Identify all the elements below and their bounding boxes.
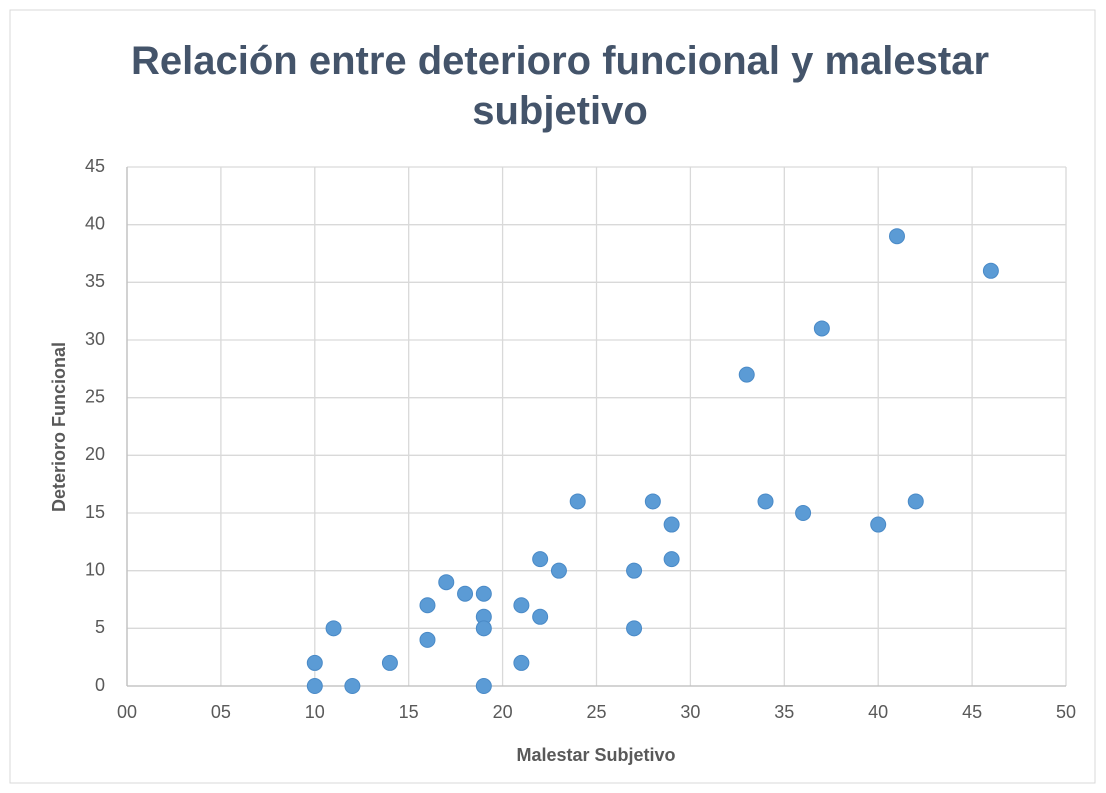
x-tick-label: 35 [774, 702, 794, 722]
data-point [626, 562, 643, 579]
data-point [325, 620, 342, 637]
data-point [813, 320, 830, 337]
y-tick-label: 30 [85, 329, 105, 349]
data-point [663, 551, 680, 568]
y-tick-label: 40 [85, 213, 105, 233]
data-point [795, 505, 812, 521]
data-point [438, 574, 455, 591]
data-point [626, 620, 643, 637]
data-point [982, 262, 999, 279]
data-point [513, 597, 530, 614]
x-tick-label: 20 [493, 702, 513, 722]
y-tick-label: 25 [85, 386, 105, 406]
x-tick-label: 05 [211, 702, 231, 722]
x-tick-label: 00 [117, 702, 137, 722]
data-point [475, 678, 492, 694]
x-axis-label: Malestar Subjetivo [516, 745, 675, 765]
data-point [870, 516, 887, 533]
chart-title: Relación entre deterioro funcional y mal… [130, 39, 990, 133]
data-point [738, 366, 755, 383]
data-point [513, 654, 530, 671]
x-tick-label: 10 [305, 702, 325, 722]
data-point [532, 608, 549, 625]
data-point [888, 228, 905, 245]
data-point [569, 493, 586, 510]
y-tick-label: 5 [95, 617, 105, 637]
data-point [381, 654, 398, 671]
data-point [344, 678, 361, 694]
data-point [550, 562, 567, 579]
x-tick-label: 45 [962, 702, 982, 722]
x-tick-label: 25 [586, 702, 606, 722]
x-tick-label: 30 [680, 702, 700, 722]
data-point [475, 585, 492, 602]
data-point [457, 585, 474, 602]
y-tick-label: 10 [85, 559, 105, 579]
y-tick-label: 15 [85, 502, 105, 522]
x-tick-label: 50 [1056, 702, 1076, 722]
data-point [475, 620, 492, 637]
y-tick-label: 35 [85, 271, 105, 291]
y-tick-label: 0 [95, 675, 105, 695]
data-point [306, 654, 323, 671]
x-tick-label: 40 [868, 702, 888, 722]
y-axis-label: Deterioro Funcional [49, 342, 69, 512]
data-point [663, 516, 680, 533]
x-tick-label: 15 [399, 702, 419, 722]
data-point [306, 678, 323, 694]
data-point [419, 631, 436, 648]
data-point [532, 551, 549, 568]
y-tick-label: 20 [85, 444, 105, 464]
data-point [419, 597, 436, 614]
y-tick-label: 45 [85, 156, 105, 176]
data-point [644, 493, 661, 510]
chart-frame [9, 9, 1096, 784]
data-point [757, 493, 774, 510]
data-point [907, 493, 924, 510]
